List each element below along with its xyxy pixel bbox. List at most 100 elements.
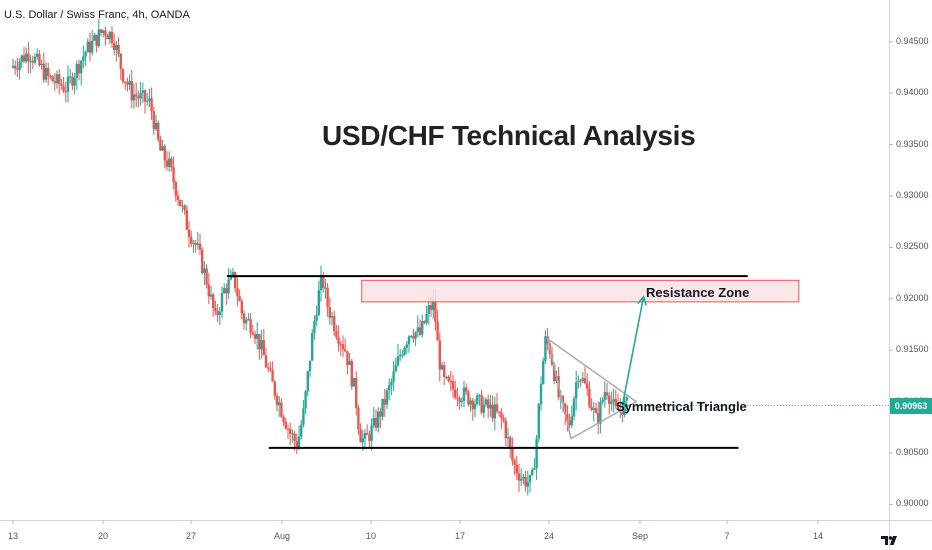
candle-body xyxy=(539,384,543,405)
candle-body xyxy=(542,360,545,385)
candle-body xyxy=(161,146,164,151)
candle-body xyxy=(262,340,265,356)
candle-body xyxy=(106,35,109,40)
candle-body xyxy=(489,404,492,409)
symmetrical-triangle[interactable] xyxy=(546,337,638,440)
candle-body xyxy=(273,381,276,396)
time-tick-label: 20 xyxy=(97,531,109,541)
candle-body xyxy=(359,429,362,443)
candle-body xyxy=(456,397,459,399)
candle-body xyxy=(176,195,180,200)
candle-body xyxy=(377,411,380,428)
candle-body xyxy=(625,397,628,401)
candle-body xyxy=(579,380,582,382)
candle-body xyxy=(11,65,15,68)
candle-body xyxy=(16,68,19,70)
candle-body xyxy=(528,474,532,483)
candle-body xyxy=(187,229,191,238)
candle-body xyxy=(227,279,230,294)
breakout-arrow[interactable] xyxy=(621,296,645,407)
candle-body xyxy=(97,29,100,46)
candle-body xyxy=(352,378,356,387)
candle-body xyxy=(592,408,595,410)
candle-body xyxy=(172,167,175,183)
candle-body xyxy=(407,336,411,345)
candle-body xyxy=(344,349,347,352)
candle-body xyxy=(495,404,499,412)
candle-body xyxy=(75,63,78,78)
candle-body xyxy=(616,405,620,410)
candle-body xyxy=(236,288,239,297)
candle-body xyxy=(520,478,523,481)
candle-body xyxy=(245,319,248,324)
resistance-zone[interactable] xyxy=(361,279,800,303)
candle-body xyxy=(418,327,422,335)
candle-body xyxy=(590,406,593,410)
candle-body xyxy=(36,53,39,57)
candle-body xyxy=(438,340,441,370)
candle-body xyxy=(522,477,525,479)
time-tick-label: 24 xyxy=(543,531,555,541)
candle-body xyxy=(104,30,107,36)
candle-body xyxy=(91,40,94,53)
time-tick-label: 7 xyxy=(724,531,730,541)
candle-body xyxy=(504,420,507,439)
candle-body xyxy=(132,94,136,101)
candle-body xyxy=(605,392,609,396)
candle-body xyxy=(390,381,393,386)
candle-body xyxy=(361,438,364,443)
candle-body xyxy=(60,84,63,87)
candle-body xyxy=(603,392,606,401)
candle-body xyxy=(583,378,587,384)
candle-body xyxy=(526,482,529,487)
candle-body xyxy=(170,158,173,168)
candle-body xyxy=(487,399,490,409)
candle-body xyxy=(302,408,305,425)
tradingview-logo xyxy=(881,536,897,545)
candle-body xyxy=(465,387,468,392)
candle-body xyxy=(80,60,83,74)
candle-body xyxy=(223,288,226,293)
candle-body xyxy=(20,55,23,62)
candle-body xyxy=(110,31,114,44)
candle-body xyxy=(234,272,237,289)
candle-body xyxy=(357,407,360,430)
candle-body xyxy=(295,441,298,449)
candle-body xyxy=(119,53,122,70)
candle-body xyxy=(196,243,199,245)
candle-body xyxy=(416,327,419,333)
candle-body xyxy=(311,332,314,361)
candle-body xyxy=(524,477,527,487)
candle-body xyxy=(306,371,309,392)
candle-body xyxy=(69,76,72,78)
candle-body xyxy=(260,340,263,350)
candle-body xyxy=(317,290,320,316)
candle-body xyxy=(570,416,573,426)
candle-body xyxy=(102,30,105,33)
candle-body xyxy=(500,412,503,419)
candle-body xyxy=(366,433,369,435)
candle-body xyxy=(476,395,479,404)
candle-body xyxy=(447,376,450,382)
candle-body xyxy=(460,400,463,402)
candle-body xyxy=(146,100,149,102)
candle-body xyxy=(300,424,303,437)
candle-body xyxy=(58,74,61,85)
candle-body xyxy=(348,361,351,365)
candle-body xyxy=(324,287,327,289)
candle-body xyxy=(126,82,129,85)
candle-body xyxy=(291,433,294,435)
candle-body xyxy=(535,438,538,469)
candle-body xyxy=(621,409,624,416)
candle-body xyxy=(73,77,76,86)
last-price-badge: 0.90963 xyxy=(890,398,932,414)
candle-body xyxy=(53,81,56,84)
time-tick-label: 13 xyxy=(7,531,19,541)
candle-body xyxy=(337,337,340,344)
candle-body xyxy=(44,67,48,80)
candle-body xyxy=(220,292,224,312)
candle-body xyxy=(229,275,232,280)
candle-body xyxy=(372,417,375,426)
candle-body xyxy=(64,91,67,93)
